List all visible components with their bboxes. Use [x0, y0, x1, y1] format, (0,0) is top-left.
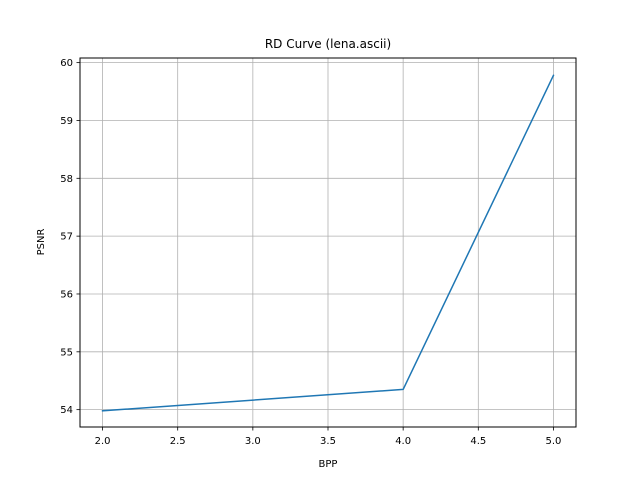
y-tick-label: 60	[60, 58, 73, 69]
y-tick-label: 55	[60, 347, 73, 358]
series-layer	[101, 74, 555, 412]
x-tick-label: 4.5	[470, 436, 486, 447]
x-tick-label: 5.0	[546, 436, 562, 447]
x-tick-label: 3.0	[245, 436, 261, 447]
y-tick-label: 57	[60, 232, 73, 243]
x-tick-label: 3.5	[320, 436, 336, 447]
ticks: 2.0 2.5 3.0 3.5 4.0 4.5 5.0 54 55 56 57 58 59 60	[60, 58, 561, 447]
y-tick-label: 58	[60, 174, 73, 185]
y-tick-label: 59	[60, 116, 73, 127]
chart-title: RD Curve (lena.ascii)	[265, 37, 391, 51]
y-axis-label: PSNR	[36, 229, 47, 256]
y-tick-label: 56	[60, 289, 73, 300]
x-axis-label: BPP	[319, 459, 338, 470]
series-line	[101, 74, 555, 412]
grid	[80, 58, 576, 427]
y-tick-label: 54	[60, 405, 73, 416]
x-tick-label: 2.0	[95, 436, 111, 447]
x-tick-label: 2.5	[170, 436, 186, 447]
x-tick-label: 4.0	[395, 436, 411, 447]
